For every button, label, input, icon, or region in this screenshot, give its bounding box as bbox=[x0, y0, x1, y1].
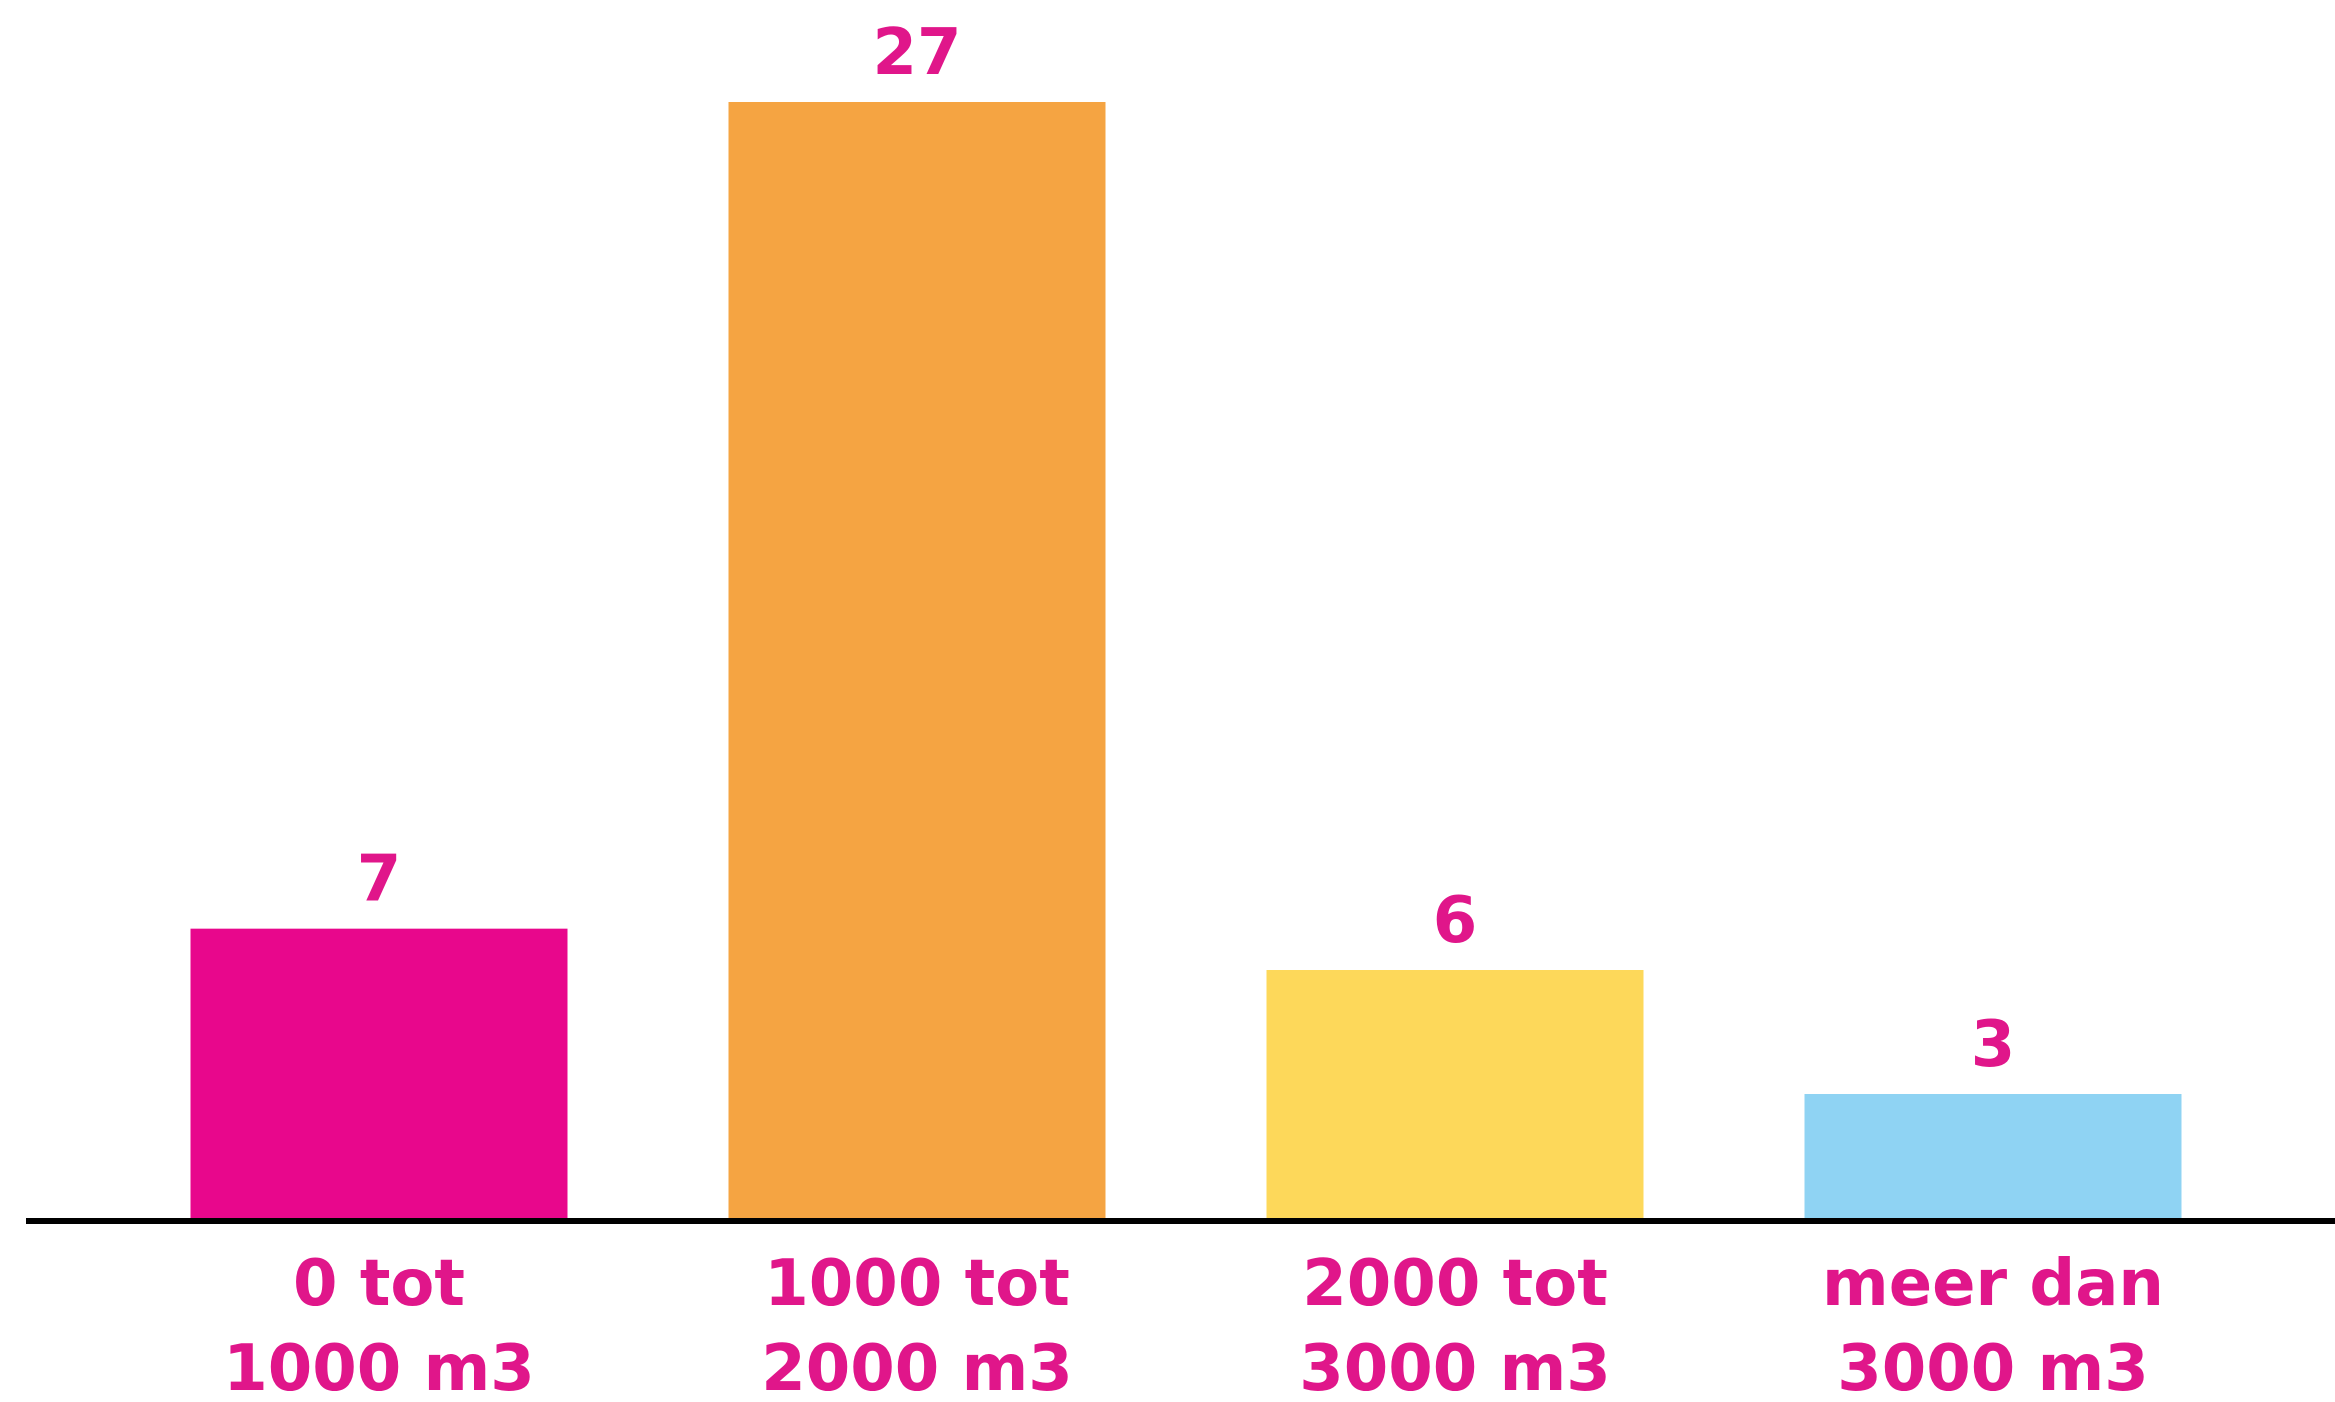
category-label-2-line-1: 1000 tot bbox=[764, 1247, 1070, 1321]
category-label-1-line-2: 1000 m3 bbox=[223, 1332, 535, 1402]
bar-value-label-2: 27 bbox=[872, 16, 961, 90]
category-label-2-line-2: 2000 m3 bbox=[761, 1332, 1073, 1402]
category-label-4-line-1: meer dan bbox=[1822, 1247, 2164, 1321]
bar-2 bbox=[728, 102, 1106, 1218]
category-label-3-line-2: 3000 m3 bbox=[1299, 1332, 1611, 1402]
category-labels-layer: 0 tot 1000 m3 1000 tot 2000 m3 2000 tot 3000 … bbox=[223, 1247, 2164, 1402]
category-label-1-line-1: 0 tot bbox=[293, 1247, 465, 1321]
bar-value-label-1: 7 bbox=[357, 843, 402, 917]
bar-value-label-4: 3 bbox=[1971, 1008, 2016, 1082]
bar-1 bbox=[190, 928, 568, 1218]
category-label-4-line-2: 3000 m3 bbox=[1837, 1332, 2149, 1402]
bar-4 bbox=[1804, 1094, 2182, 1218]
bar-value-label-3: 6 bbox=[1433, 884, 1478, 958]
bar-3 bbox=[1266, 970, 1644, 1218]
category-label-3-line-1: 2000 tot bbox=[1302, 1247, 1608, 1321]
value-labels-layer: 7 27 6 3 bbox=[357, 16, 2016, 1082]
bars-layer bbox=[190, 102, 2182, 1218]
